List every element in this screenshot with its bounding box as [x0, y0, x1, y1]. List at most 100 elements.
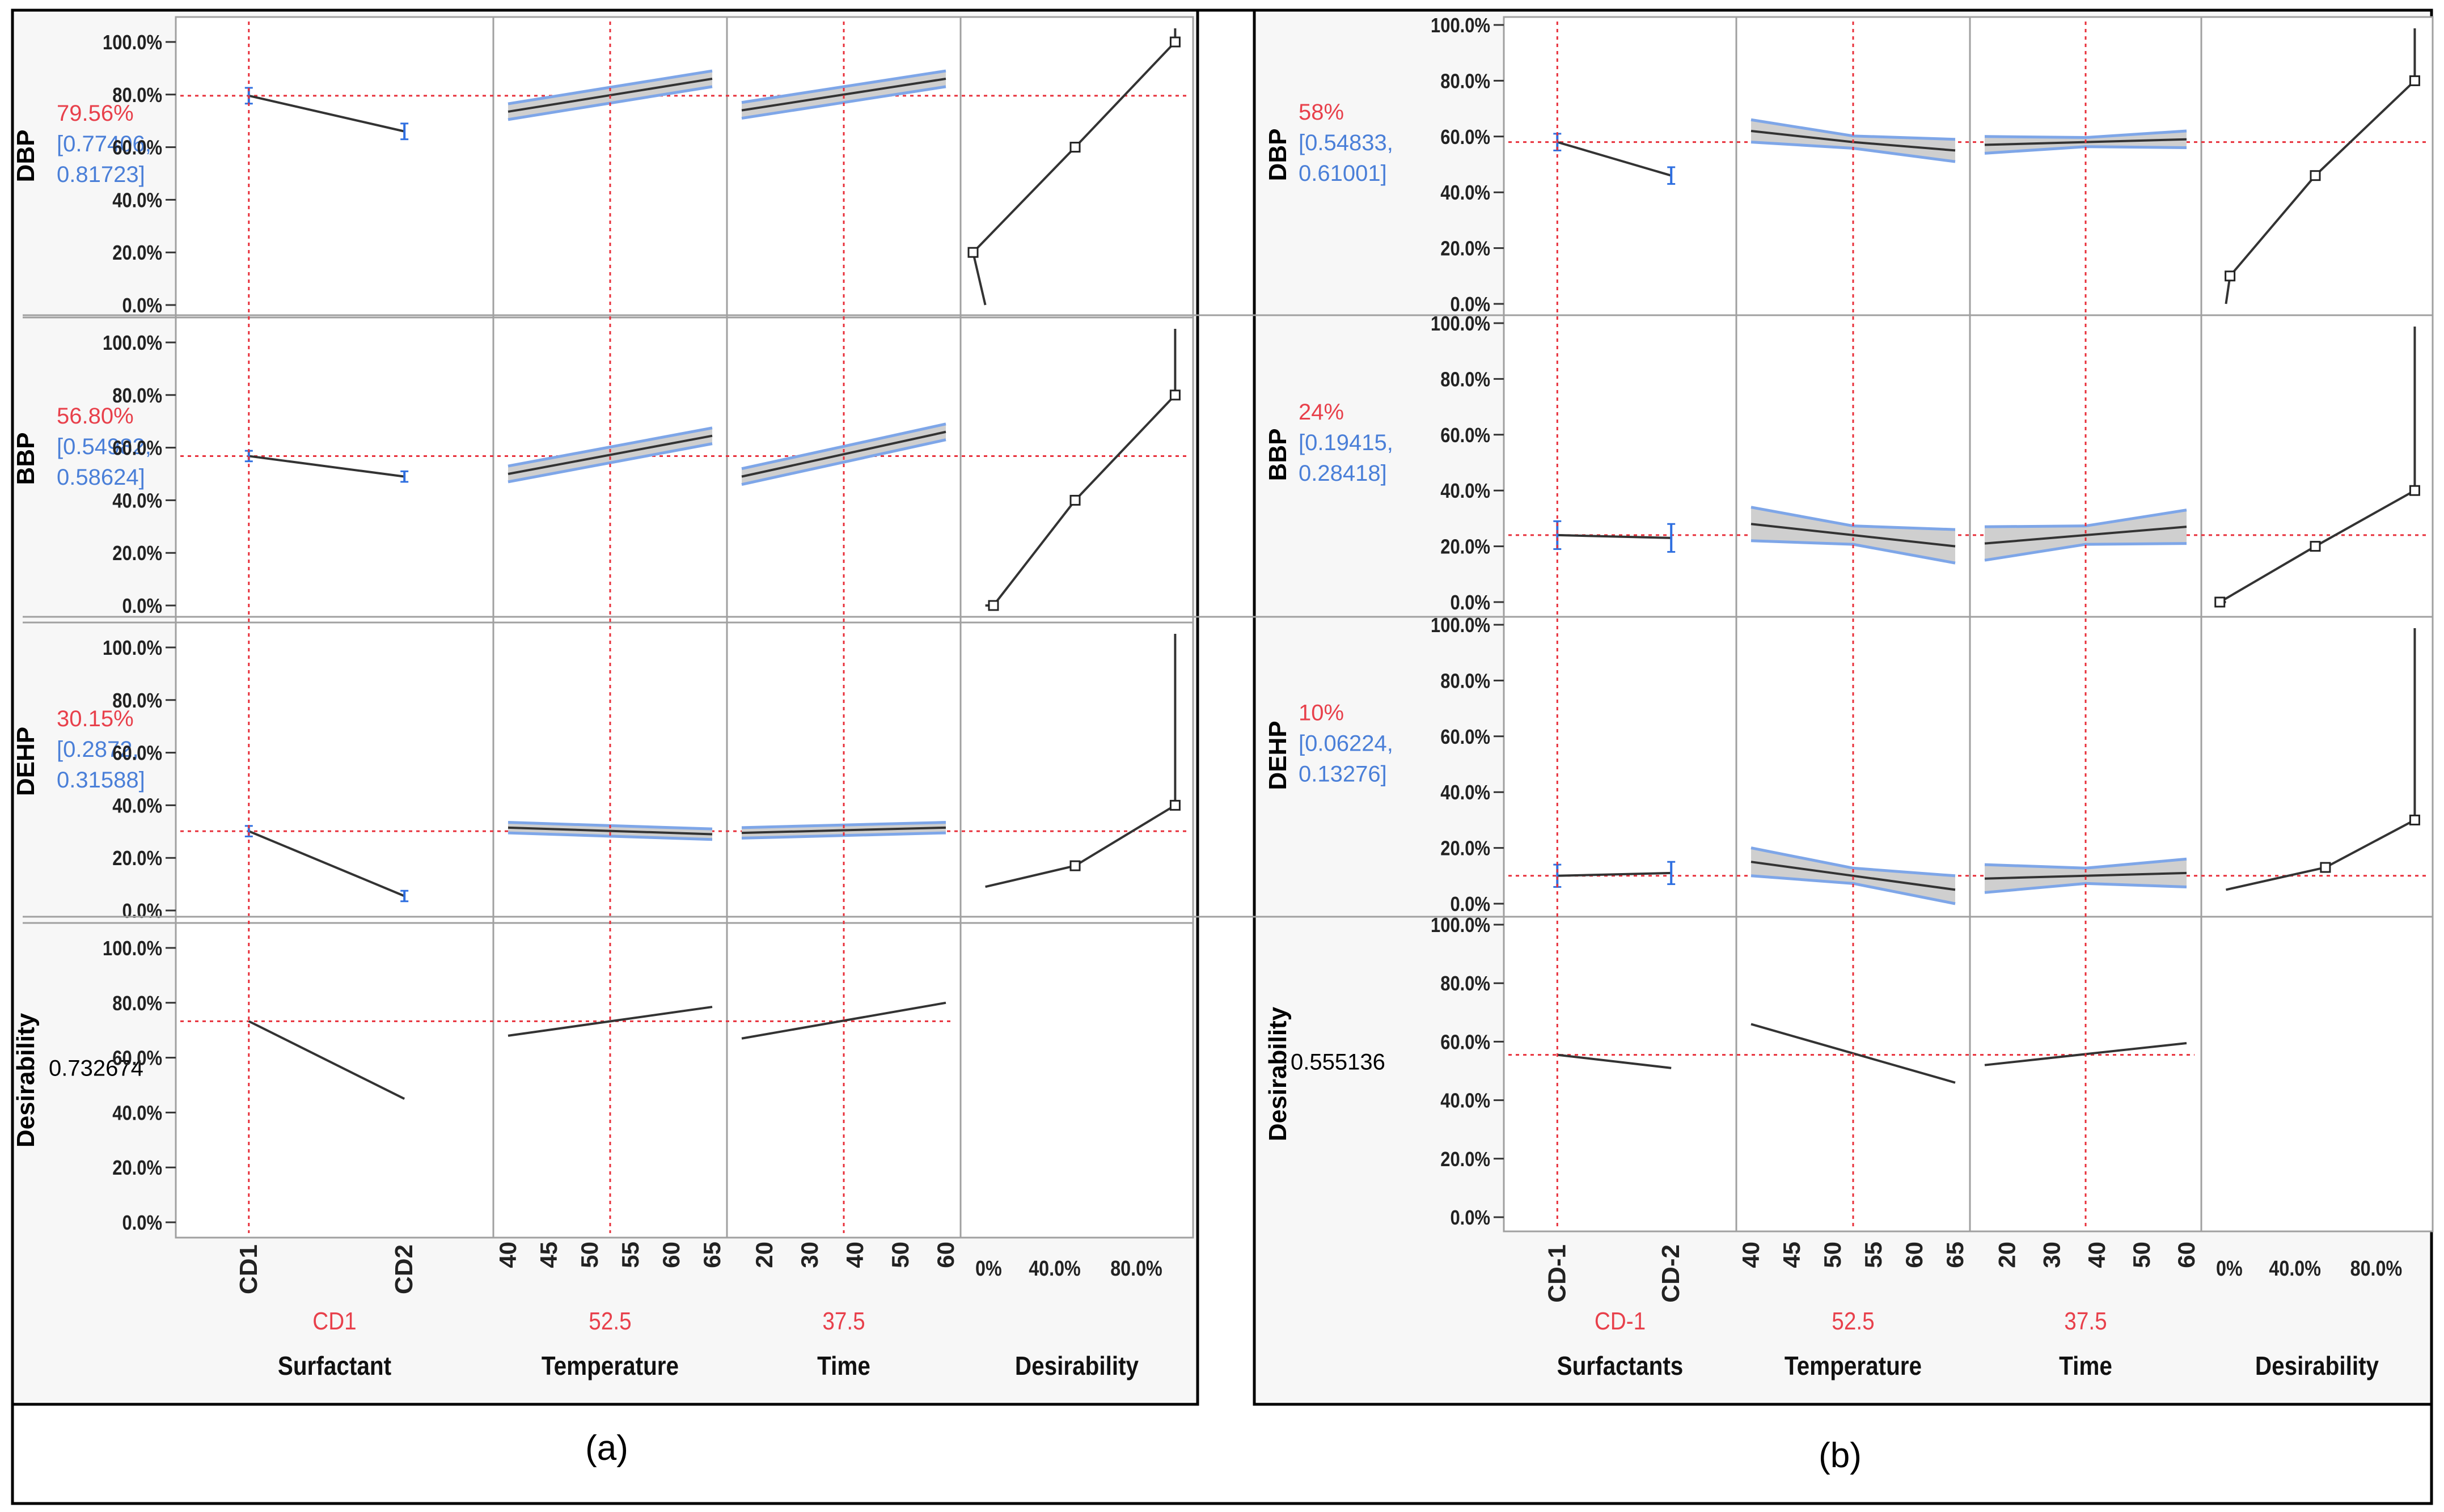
- x-tick-label: 55: [617, 1242, 644, 1268]
- response-label-dehp: DEHP: [1264, 721, 1292, 790]
- y-tick-label: 40.0%: [112, 795, 162, 818]
- x-tick-label: 60: [2173, 1242, 2200, 1268]
- desirability-handle: [1169, 36, 1181, 48]
- confidence-band-lower: [508, 831, 713, 841]
- y-tick-label: 0.0%: [122, 1212, 162, 1235]
- response-trace-line: [248, 455, 405, 478]
- response-trace-line: [741, 430, 946, 478]
- a-plot-grid: [175, 16, 1194, 1239]
- response-label-bbp: BBP: [1264, 429, 1292, 481]
- response-trace-line: [1557, 533, 1672, 539]
- y-tick-label: 20.0%: [1440, 1149, 1490, 1171]
- y-tick-label: 60.0%: [112, 137, 162, 160]
- confidence-band-lower: [1984, 542, 2187, 562]
- x-tick-label: 50: [2128, 1242, 2155, 1268]
- y-tick-label: 20.0%: [1440, 536, 1490, 559]
- response-trace-line: [1984, 871, 2187, 880]
- confidence-interval-low: [0.06224,: [1299, 731, 1393, 756]
- y-tick-label: 0.0%: [122, 295, 162, 317]
- factor-name-time: Time: [817, 1352, 870, 1381]
- factor-name-time: Time: [2059, 1352, 2112, 1381]
- x-tick-label: 40: [842, 1242, 868, 1268]
- x-tick-label: 50: [1819, 1242, 1846, 1268]
- x-tick-label: 45: [535, 1242, 562, 1268]
- predicted-value: 30.15%: [57, 706, 134, 731]
- y-tick-label: 80.0%: [1440, 973, 1490, 996]
- y-tick-label: 20.0%: [1440, 838, 1490, 861]
- response-trace-line: [508, 1006, 713, 1037]
- response-trace-line: [741, 826, 946, 835]
- confidence-band-upper: [741, 422, 946, 471]
- response-trace-line: [248, 1020, 405, 1100]
- profiler-b: DBP 58% [0.54833, 0.61001] 100.0% 80.0% 60.0% 4…: [23, 13, 2434, 1401]
- y-tick-label: 100.0%: [1431, 914, 1490, 937]
- confidence-interval-low: [0.54982,: [57, 434, 151, 459]
- response-trace-line: [1557, 141, 1672, 177]
- response-trace-line: [248, 830, 405, 897]
- y-tick-label: 40.0%: [112, 1102, 162, 1125]
- y-tick-label: 40.0%: [1440, 480, 1490, 503]
- desirability-handle: [1069, 494, 1081, 506]
- x-tick-label: 60: [932, 1242, 959, 1268]
- x-tick-label: CD1: [235, 1244, 263, 1294]
- confidence-band-lower: [1750, 874, 1956, 905]
- desirability-handle: [2409, 485, 2420, 496]
- y-tick-label: 20.0%: [112, 242, 162, 265]
- confidence-band-lower: [508, 442, 713, 484]
- desirability-handle: [2214, 596, 2226, 608]
- desirability-handle: [1069, 860, 1081, 871]
- desirability-handle: [2409, 75, 2420, 86]
- predicted-value: 10%: [1299, 701, 1344, 726]
- confidence-band-upper: [741, 69, 946, 104]
- response-trace-line: [508, 434, 713, 475]
- desirability-handle: [2225, 270, 2236, 282]
- x-tick-label: 80.0%: [2350, 1257, 2403, 1281]
- y-tick-label: 100.0%: [103, 938, 162, 960]
- factor-current-value: 37.5: [822, 1307, 865, 1335]
- desirability-handle: [1169, 389, 1181, 401]
- confidence-band-upper: [508, 69, 713, 105]
- y-tick-label: 80.0%: [1440, 369, 1490, 391]
- x-tick-label: CD2: [390, 1244, 418, 1294]
- x-tick-label: 60: [1901, 1242, 1927, 1268]
- response-label-dbp: DBP: [1264, 129, 1292, 181]
- confidence-band-upper: [508, 426, 713, 468]
- confidence-interval-low: [0.77406,: [57, 132, 151, 156]
- x-tick-label: 50: [576, 1242, 603, 1268]
- factor-name-temperature: Temperature: [1785, 1352, 1922, 1381]
- b-plot-grid: [1503, 16, 2434, 1233]
- predicted-value: 56.80%: [57, 404, 134, 429]
- x-tick-label: CD-1: [1543, 1244, 1571, 1303]
- confidence-band-upper: [1750, 118, 1956, 141]
- factor-name-temperature: Temperature: [542, 1352, 679, 1381]
- factor-current-value: CD1: [312, 1307, 356, 1335]
- y-tick-label: 80.0%: [1440, 70, 1490, 93]
- x-tick-label: 40.0%: [2269, 1257, 2321, 1281]
- predicted-value: 58%: [1299, 100, 1344, 125]
- y-tick-label: 60.0%: [112, 1048, 162, 1070]
- confidence-band-lower: [741, 438, 946, 486]
- x-tick-label: 40: [2083, 1242, 2110, 1268]
- confidence-interval-high: 0.61001]: [1299, 161, 1387, 186]
- confidence-interval-low: [0.54833,: [1299, 130, 1393, 155]
- y-tick-label: 0.0%: [1450, 893, 1490, 916]
- desirability-handle: [1069, 142, 1081, 153]
- desirability-handle: [2320, 862, 2331, 873]
- confidence-band-upper: [1984, 857, 2187, 870]
- confidence-interval-high: 0.31588]: [57, 768, 145, 793]
- factor-name-surfactant: Surfactant: [278, 1352, 391, 1381]
- y-tick-label: 80.0%: [112, 84, 162, 107]
- y-tick-label: 0.0%: [122, 595, 162, 618]
- factor-current-value: CD-1: [1595, 1307, 1646, 1335]
- response-label-bbp: BBP: [12, 433, 40, 485]
- x-tick-label: 65: [1942, 1242, 1968, 1268]
- x-tick-label: 20: [1994, 1242, 2020, 1268]
- x-tick-label: 0%: [2216, 1257, 2243, 1281]
- y-tick-label: 20.0%: [1440, 238, 1490, 261]
- response-trace-line: [1750, 861, 1956, 891]
- y-tick-label: 100.0%: [1431, 15, 1490, 37]
- response-trace-line: [741, 77, 946, 112]
- panel-b-caption: (b): [1819, 1436, 1862, 1475]
- y-tick-label: 100.0%: [103, 332, 162, 355]
